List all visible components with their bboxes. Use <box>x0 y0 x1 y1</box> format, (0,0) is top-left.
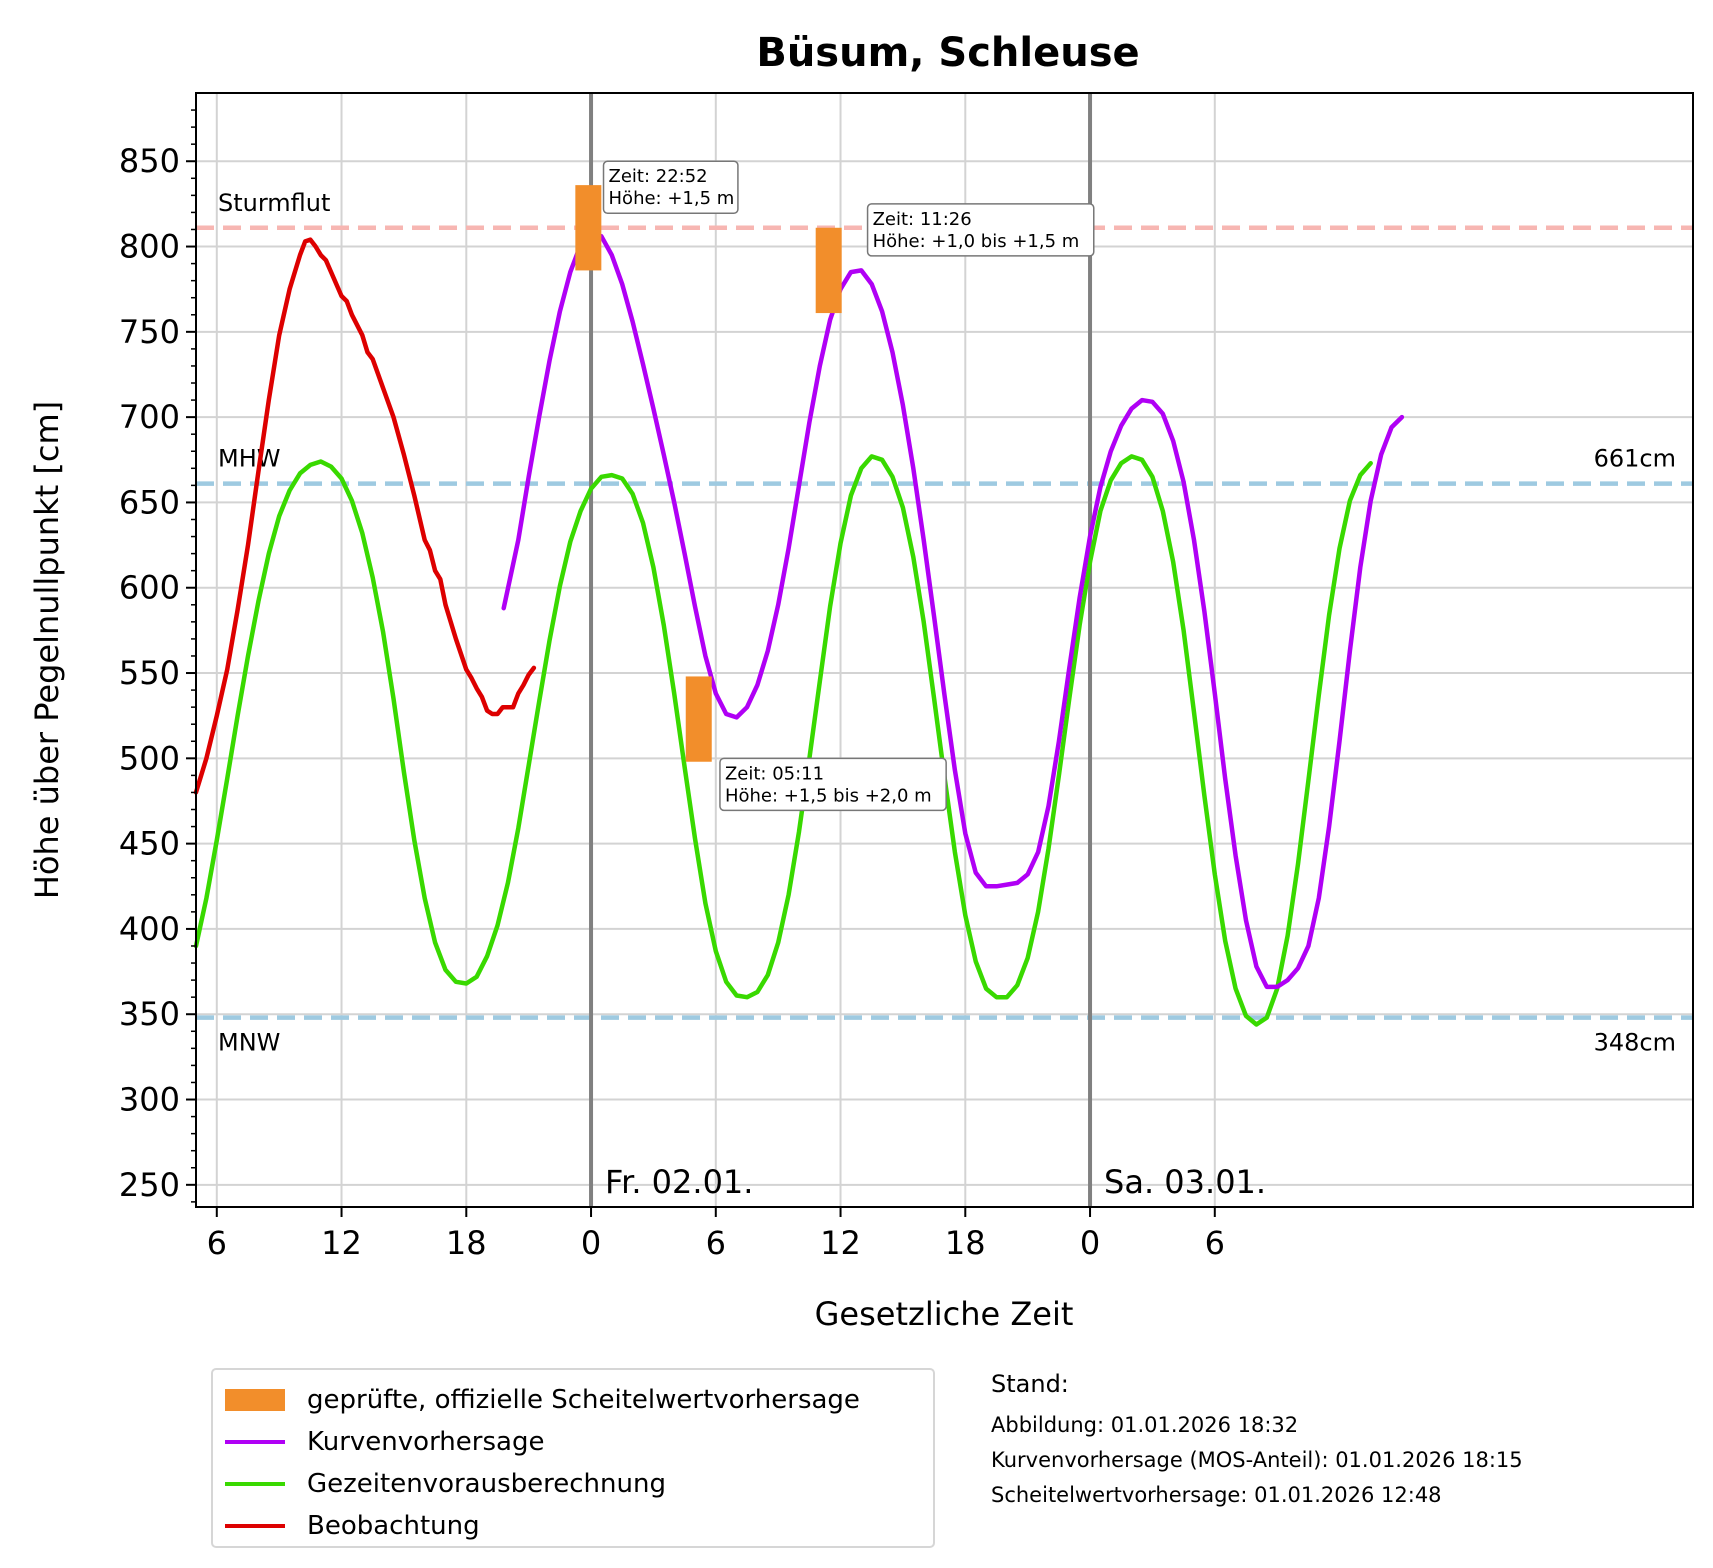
chart-title: Büsum, Schleuse <box>756 30 1139 76</box>
legend-item: Gezeitenvorausberechnung <box>225 1464 666 1504</box>
x-tick-label: 18 <box>945 1224 986 1262</box>
reference-value-mnw: 348cm <box>1594 1029 1676 1057</box>
crest-annotation-time: Zeit: 05:11 <box>725 763 824 784</box>
legend-label: geprüfte, offizielle Scheitelwertvorhers… <box>307 1385 860 1415</box>
y-tick-label: 300 <box>119 1081 180 1119</box>
y-tick-label: 500 <box>119 739 180 777</box>
stand-info: Stand: Abbildung: 01.01.2026 18:32 Kurve… <box>991 1370 1523 1513</box>
y-tick-label: 850 <box>119 142 180 180</box>
y-tick-label: 650 <box>119 483 180 521</box>
stand-line-abbildung: Abbildung: 01.01.2026 18:32 <box>991 1413 1299 1437</box>
crest-annotation-height: Höhe: +1,5 m <box>609 188 735 209</box>
crest-annotation-time: Zeit: 22:52 <box>609 166 708 187</box>
legend-swatch <box>225 1524 285 1528</box>
x-tick-label: 6 <box>1205 1224 1225 1262</box>
reference-label-sturmflut: Sturmflut <box>218 189 330 217</box>
series-gezeitenvorausberechnung <box>193 454 1373 1027</box>
legend-item: Beobachtung <box>225 1506 480 1546</box>
x-tick-label: 6 <box>706 1224 726 1262</box>
crest-annotation-height: Höhe: +1,5 bis +2,0 m <box>725 785 932 806</box>
reference-label-mnw: MNW <box>218 1029 280 1057</box>
stand-title: Stand: <box>991 1370 1069 1398</box>
crest-forecast-bar <box>815 227 842 314</box>
stand-line-kurvenvorhersage: Kurvenvorhersage (MOS-Anteil): 01.01.202… <box>991 1448 1523 1472</box>
y-tick-label: 450 <box>119 825 180 863</box>
reference-lines: Sturmflut MHW 661cm MNW 348cm <box>196 189 1693 1057</box>
x-tick-label: 12 <box>820 1224 861 1262</box>
legend-item: Kurvenvorhersage <box>225 1422 544 1462</box>
y-tick-label: 250 <box>119 1166 180 1204</box>
crest-annotation-height: Höhe: +1,0 bis +1,5 m <box>873 231 1080 252</box>
series-kurvenvorhersage <box>501 230 1405 990</box>
plot-frame <box>195 92 1694 1208</box>
crest-forecast-bar <box>575 185 602 271</box>
legend-label: Beobachtung <box>307 1511 480 1541</box>
reference-value-mhw: 661cm <box>1594 445 1676 473</box>
day-markers: Fr. 02.01. Sa. 03.01. <box>589 93 1266 1207</box>
crest-annotation-box <box>719 757 947 812</box>
day-marker-label: Sa. 03.01. <box>1104 1163 1266 1201</box>
y-axis-label: Höhe über Pegelnullpunkt [cm] <box>28 401 66 899</box>
day-marker-label: Fr. 02.01. <box>605 1163 753 1201</box>
x-tick-label: 12 <box>321 1224 362 1262</box>
x-tick-label: 18 <box>446 1224 487 1262</box>
y-tick-label: 600 <box>119 569 180 607</box>
legend: geprüfte, offizielle Scheitelwertvorhers… <box>211 1368 935 1548</box>
axes: 2503003504004505005506006507007508008506… <box>119 109 1225 1262</box>
y-tick-label: 350 <box>119 995 180 1033</box>
x-axis-label: Gesetzliche Zeit <box>815 1295 1074 1333</box>
grid <box>196 93 1693 1207</box>
tide-chart: Büsum, Schleuse Sturmflut MHW 661cm MNW 348c… <box>28 30 1694 1333</box>
reference-label-mhw: MHW <box>218 445 280 473</box>
x-tick-label: 0 <box>1080 1224 1100 1262</box>
y-tick-label: 750 <box>119 313 180 351</box>
crest-forecast-bar <box>685 676 712 762</box>
legend-label: Kurvenvorhersage <box>307 1427 545 1457</box>
y-tick-label: 800 <box>119 228 180 266</box>
x-tick-label: 0 <box>581 1224 601 1262</box>
legend-label: Gezeitenvorausberechnung <box>307 1469 666 1499</box>
y-tick-label: 550 <box>119 654 180 692</box>
legend-swatch <box>225 1440 285 1444</box>
y-tick-label: 700 <box>119 398 180 436</box>
legend-swatch <box>225 1389 285 1411</box>
crest-annotation-box <box>866 203 1095 257</box>
crest-annotation-box <box>602 160 739 214</box>
series-beobachtung <box>193 237 537 795</box>
legend-item: geprüfte, offizielle Scheitelwertvorhers… <box>225 1380 860 1420</box>
x-tick-label: 6 <box>207 1224 227 1262</box>
stand-line-scheitelwertvorhersage: Scheitelwertvorhersage: 01.01.2026 12:48 <box>991 1483 1442 1507</box>
y-tick-label: 400 <box>119 910 180 948</box>
crest-annotation-time: Zeit: 11:26 <box>873 209 972 230</box>
legend-swatch <box>225 1482 285 1486</box>
series <box>193 230 1405 1027</box>
